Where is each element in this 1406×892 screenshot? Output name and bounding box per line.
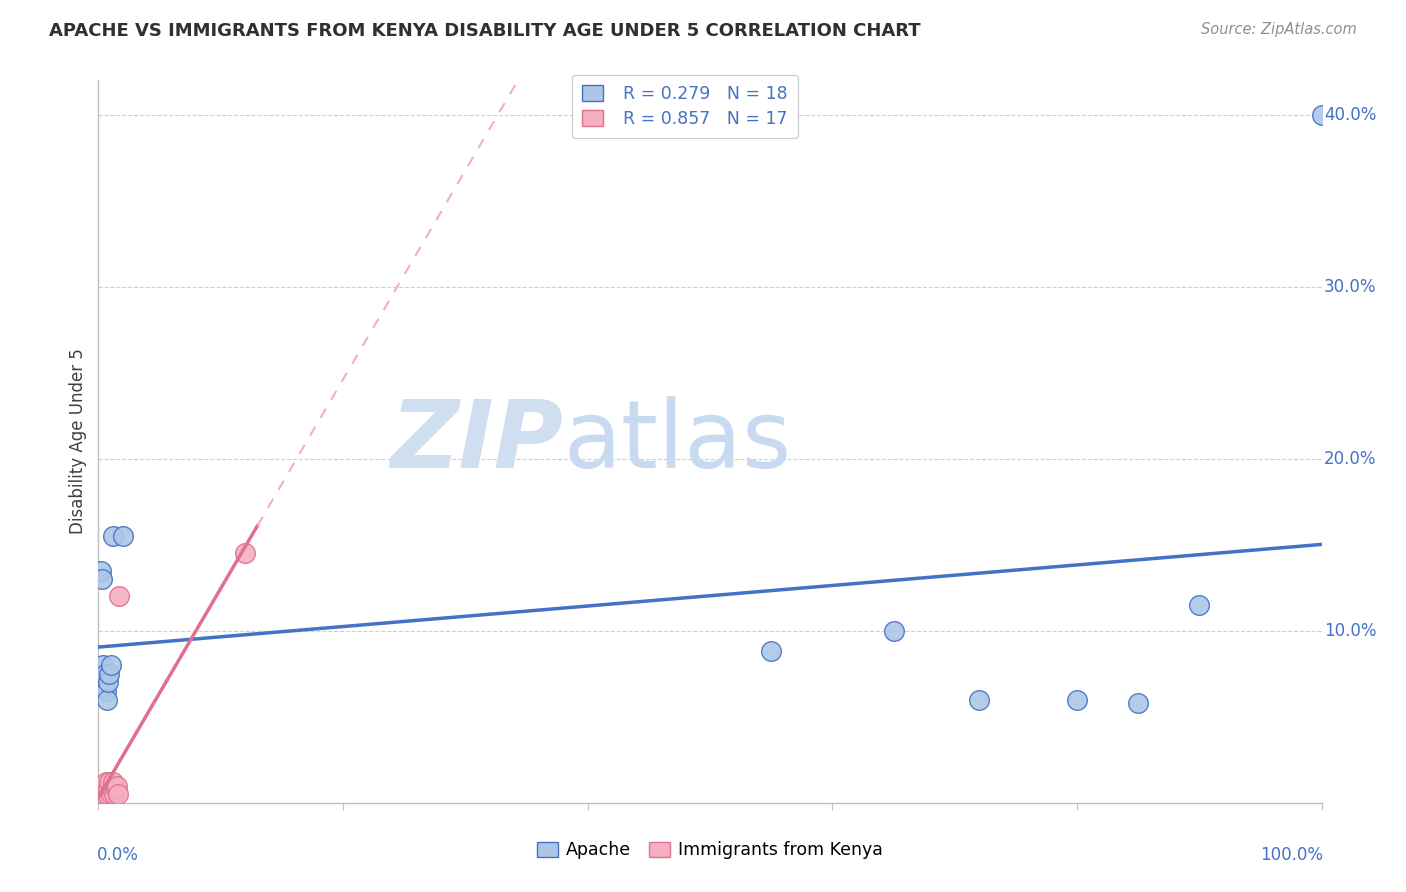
Point <box>101 782 124 797</box>
Point <box>1128 696 1150 710</box>
Point <box>96 787 118 801</box>
Point <box>233 546 256 560</box>
Point <box>103 787 125 801</box>
Point <box>100 787 122 801</box>
Point <box>91 787 114 801</box>
Point <box>101 775 124 789</box>
Point <box>761 644 783 658</box>
Point <box>105 779 128 793</box>
Point <box>1066 692 1088 706</box>
Point <box>91 572 114 586</box>
Point <box>1310 108 1333 122</box>
Point <box>94 775 117 789</box>
Point <box>90 787 112 801</box>
Point <box>111 529 134 543</box>
Point <box>1188 598 1211 612</box>
Point <box>100 658 122 673</box>
Text: 20.0%: 20.0% <box>1324 450 1376 467</box>
Text: Source: ZipAtlas.com: Source: ZipAtlas.com <box>1201 22 1357 37</box>
Point <box>97 782 120 797</box>
Point <box>98 775 121 789</box>
Y-axis label: Disability Age Under 5: Disability Age Under 5 <box>69 349 87 534</box>
Text: 100.0%: 100.0% <box>1260 847 1323 864</box>
Point <box>93 666 115 681</box>
Point <box>97 675 120 690</box>
Point <box>98 666 121 681</box>
Legend: Apache, Immigrants from Kenya: Apache, Immigrants from Kenya <box>530 835 890 866</box>
Point <box>883 624 905 638</box>
Point <box>108 590 131 604</box>
Point <box>91 658 114 673</box>
Point <box>967 692 990 706</box>
Point <box>93 782 115 797</box>
Text: 0.0%: 0.0% <box>97 847 139 864</box>
Point <box>94 684 117 698</box>
Text: ZIP: ZIP <box>391 395 564 488</box>
Point <box>104 782 127 797</box>
Point <box>90 564 112 578</box>
Point <box>107 787 129 801</box>
Text: 30.0%: 30.0% <box>1324 277 1376 296</box>
Text: atlas: atlas <box>564 395 792 488</box>
Text: APACHE VS IMMIGRANTS FROM KENYA DISABILITY AGE UNDER 5 CORRELATION CHART: APACHE VS IMMIGRANTS FROM KENYA DISABILI… <box>49 22 921 40</box>
Point <box>91 779 114 793</box>
Point <box>101 529 124 543</box>
Text: 40.0%: 40.0% <box>1324 105 1376 124</box>
Point <box>96 692 118 706</box>
Text: 10.0%: 10.0% <box>1324 622 1376 640</box>
